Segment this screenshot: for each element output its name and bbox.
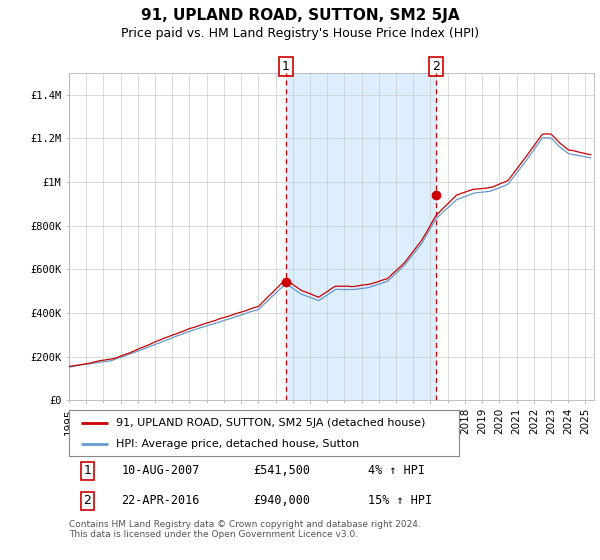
Text: Price paid vs. HM Land Registry's House Price Index (HPI): Price paid vs. HM Land Registry's House … bbox=[121, 27, 479, 40]
Text: 1: 1 bbox=[83, 464, 91, 478]
Text: Contains HM Land Registry data © Crown copyright and database right 2024.
This d: Contains HM Land Registry data © Crown c… bbox=[69, 520, 421, 539]
Text: 2: 2 bbox=[83, 494, 91, 507]
Text: 2: 2 bbox=[432, 60, 440, 73]
Text: £940,000: £940,000 bbox=[253, 494, 310, 507]
Bar bbox=[286, 73, 436, 400]
Text: 1: 1 bbox=[282, 60, 290, 73]
Text: 15% ↑ HPI: 15% ↑ HPI bbox=[368, 494, 433, 507]
Text: 22-APR-2016: 22-APR-2016 bbox=[121, 494, 200, 507]
Text: 91, UPLAND ROAD, SUTTON, SM2 5JA: 91, UPLAND ROAD, SUTTON, SM2 5JA bbox=[140, 8, 460, 24]
Text: HPI: Average price, detached house, Sutton: HPI: Average price, detached house, Sutt… bbox=[116, 438, 359, 449]
Text: 10-AUG-2007: 10-AUG-2007 bbox=[121, 464, 200, 478]
Text: 4% ↑ HPI: 4% ↑ HPI bbox=[368, 464, 425, 478]
Text: 91, UPLAND ROAD, SUTTON, SM2 5JA (detached house): 91, UPLAND ROAD, SUTTON, SM2 5JA (detach… bbox=[116, 418, 425, 428]
Text: £541,500: £541,500 bbox=[253, 464, 310, 478]
